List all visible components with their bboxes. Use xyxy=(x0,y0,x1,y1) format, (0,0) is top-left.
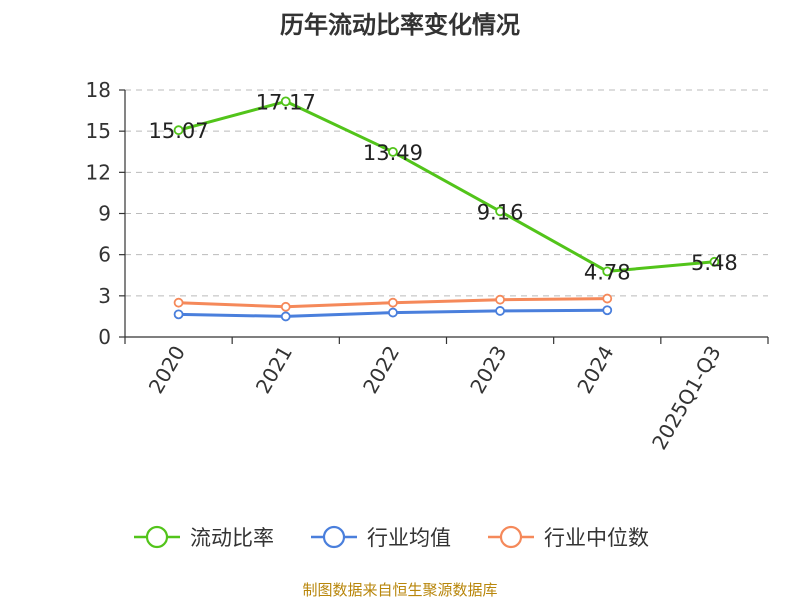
data-label: 13.49 xyxy=(363,141,423,165)
legend-swatch-marker xyxy=(322,525,346,549)
data-point xyxy=(495,294,505,305)
data-point xyxy=(173,297,184,308)
legend-label: 行业中位数 xyxy=(544,526,649,550)
legend-item-1: 行业均值 xyxy=(311,525,451,550)
data-point xyxy=(602,293,613,304)
series-line-0 xyxy=(177,99,716,273)
legend-item-0: 流动比率 xyxy=(134,525,274,550)
data-point xyxy=(173,309,184,320)
data-label: 4.78 xyxy=(584,260,631,284)
data-label: 5.48 xyxy=(691,251,738,275)
x-tick-label: 2021 xyxy=(251,342,297,398)
legend-item-2: 行业中位数 xyxy=(488,525,649,550)
x-tick-label: 2020 xyxy=(144,342,190,398)
data-label: 15.07 xyxy=(149,119,209,143)
legend-swatch-marker xyxy=(499,525,523,549)
data-point xyxy=(495,306,505,316)
data-point xyxy=(280,301,291,312)
data-point xyxy=(495,206,505,217)
data-point xyxy=(388,146,398,157)
data-point xyxy=(173,125,184,136)
data-label: 9.16 xyxy=(477,200,524,224)
chart-title: 历年流动比率变化情况 xyxy=(280,11,520,39)
x-tick-label: 2022 xyxy=(358,342,404,398)
data-point xyxy=(280,311,291,322)
y-tick-label: 18 xyxy=(86,78,111,102)
legend-label: 流动比率 xyxy=(190,526,274,550)
data-point xyxy=(388,297,398,308)
grid-lines xyxy=(125,89,768,297)
x-tick-label: 2023 xyxy=(465,342,511,398)
legend-swatch-marker xyxy=(145,525,169,549)
x-tick-label: 2025Q1-Q3 xyxy=(647,342,726,454)
legend: 流动比率 行业均值 行业中位数 xyxy=(134,525,649,550)
data-point xyxy=(602,305,613,316)
data-point xyxy=(280,96,291,107)
source-note: 制图数据来自恒生聚源数据库 xyxy=(302,581,497,599)
data-point xyxy=(709,256,720,267)
data-point xyxy=(388,307,398,318)
data-labels: 15.07 17.17 13.49 9.16 4.78 5.48 xyxy=(149,90,738,284)
y-tick-label: 15 xyxy=(86,119,111,143)
data-label: 17.17 xyxy=(256,90,316,114)
y-tick-label: 3 xyxy=(98,284,111,308)
data-point xyxy=(602,266,613,277)
y-tick-label: 6 xyxy=(98,243,111,267)
y-tick-label: 9 xyxy=(98,202,111,226)
x-tick-label: 2024 xyxy=(572,342,618,398)
series-lines xyxy=(173,96,720,322)
y-tick-label: 12 xyxy=(86,160,111,184)
y-tick-label: 0 xyxy=(98,325,111,349)
legend-label: 行业均值 xyxy=(367,526,451,550)
